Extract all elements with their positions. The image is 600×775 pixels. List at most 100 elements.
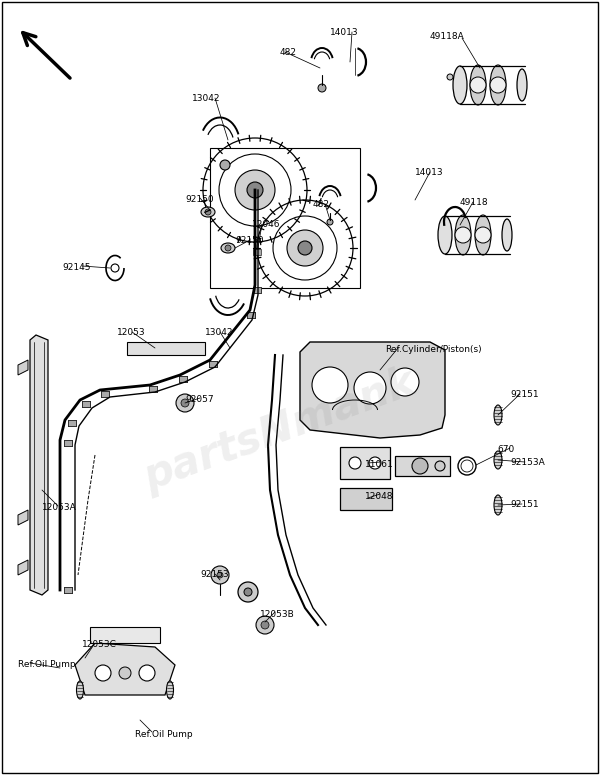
- Polygon shape: [90, 627, 160, 643]
- Circle shape: [235, 170, 275, 210]
- Bar: [82, 401, 90, 407]
- Polygon shape: [18, 510, 28, 525]
- Ellipse shape: [494, 451, 502, 469]
- Bar: [179, 376, 187, 381]
- Bar: [395, 456, 450, 476]
- Bar: [64, 439, 71, 446]
- Bar: [340, 488, 392, 510]
- Bar: [149, 385, 157, 391]
- Ellipse shape: [490, 65, 506, 105]
- Ellipse shape: [438, 216, 452, 254]
- Text: 12048: 12048: [365, 492, 394, 501]
- Circle shape: [435, 461, 445, 471]
- Text: 49118A: 49118A: [430, 32, 465, 41]
- Ellipse shape: [77, 681, 83, 699]
- Text: 92153: 92153: [200, 570, 229, 579]
- Circle shape: [238, 582, 258, 602]
- Circle shape: [349, 457, 361, 469]
- Circle shape: [244, 588, 252, 596]
- Text: 12053: 12053: [117, 328, 146, 337]
- Circle shape: [211, 566, 229, 584]
- Circle shape: [139, 665, 155, 681]
- Bar: [253, 287, 260, 293]
- Bar: [68, 420, 76, 426]
- Bar: [209, 360, 217, 367]
- Text: 92145: 92145: [62, 263, 91, 272]
- Ellipse shape: [167, 681, 173, 699]
- Bar: [64, 587, 71, 593]
- Bar: [68, 420, 76, 426]
- Bar: [209, 360, 217, 367]
- Circle shape: [225, 245, 231, 251]
- Bar: [247, 312, 255, 318]
- Circle shape: [318, 84, 326, 92]
- Bar: [149, 385, 157, 391]
- Circle shape: [261, 621, 269, 629]
- Text: 92150: 92150: [235, 236, 263, 245]
- Circle shape: [354, 372, 386, 404]
- Polygon shape: [75, 643, 175, 695]
- Text: Ref.Cylinder/Piston(s): Ref.Cylinder/Piston(s): [385, 345, 482, 354]
- Bar: [101, 391, 109, 397]
- Text: 92151: 92151: [510, 500, 539, 509]
- Bar: [82, 401, 90, 407]
- Circle shape: [447, 74, 453, 80]
- Bar: [253, 249, 260, 254]
- Text: 12053C: 12053C: [82, 640, 117, 649]
- Bar: [82, 401, 90, 407]
- Text: 14013: 14013: [415, 168, 443, 177]
- Bar: [64, 439, 71, 446]
- Circle shape: [247, 182, 263, 198]
- Circle shape: [287, 230, 323, 266]
- Circle shape: [327, 219, 333, 225]
- Circle shape: [369, 457, 381, 469]
- Circle shape: [181, 399, 189, 407]
- Ellipse shape: [453, 66, 467, 104]
- Bar: [179, 376, 187, 381]
- Ellipse shape: [201, 207, 215, 217]
- Circle shape: [176, 394, 194, 412]
- Text: 92151: 92151: [510, 390, 539, 399]
- Circle shape: [475, 227, 491, 243]
- Circle shape: [412, 458, 428, 474]
- Ellipse shape: [470, 65, 486, 105]
- Bar: [64, 439, 71, 446]
- Bar: [247, 312, 255, 318]
- Text: 92150: 92150: [185, 195, 214, 204]
- Bar: [127, 342, 205, 355]
- Bar: [209, 360, 217, 367]
- Circle shape: [312, 367, 348, 403]
- Circle shape: [298, 241, 312, 255]
- Text: 14013: 14013: [330, 28, 359, 37]
- Bar: [101, 391, 109, 397]
- Ellipse shape: [517, 69, 527, 101]
- Text: 12053A: 12053A: [42, 503, 77, 512]
- Bar: [101, 391, 109, 397]
- Circle shape: [455, 227, 471, 243]
- Circle shape: [391, 368, 419, 396]
- Bar: [68, 420, 76, 426]
- Circle shape: [490, 77, 506, 93]
- Polygon shape: [18, 560, 28, 575]
- Text: 11061: 11061: [365, 460, 394, 469]
- Ellipse shape: [475, 215, 491, 255]
- Text: 12046: 12046: [252, 220, 281, 229]
- Polygon shape: [18, 360, 28, 375]
- Circle shape: [470, 77, 486, 93]
- Circle shape: [220, 160, 230, 170]
- Ellipse shape: [455, 215, 471, 255]
- Circle shape: [205, 209, 211, 215]
- Ellipse shape: [494, 495, 502, 515]
- Text: partsNmank: partsNmank: [138, 361, 422, 499]
- Polygon shape: [30, 335, 48, 595]
- Ellipse shape: [221, 243, 235, 253]
- Text: 92153A: 92153A: [510, 458, 545, 467]
- Ellipse shape: [494, 405, 502, 425]
- Polygon shape: [300, 342, 445, 438]
- Text: Ref.Oil Pump: Ref.Oil Pump: [135, 730, 193, 739]
- Bar: [247, 312, 255, 318]
- Circle shape: [95, 665, 111, 681]
- Bar: [340, 447, 390, 479]
- Text: 12053B: 12053B: [260, 610, 295, 619]
- Ellipse shape: [502, 219, 512, 251]
